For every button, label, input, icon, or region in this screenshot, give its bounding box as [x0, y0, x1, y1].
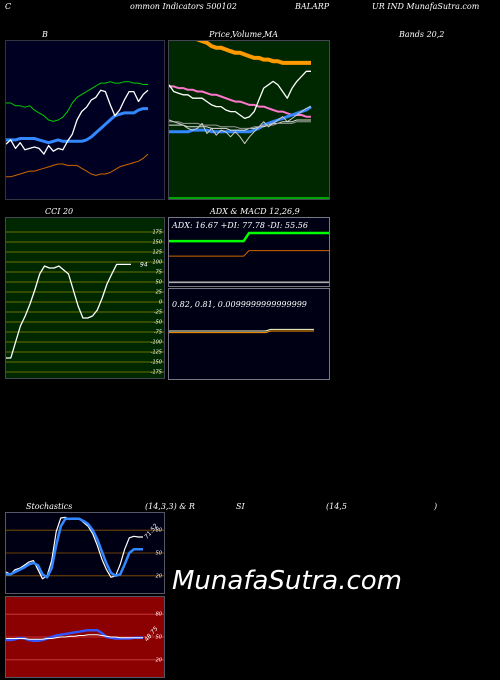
stoch-title-5: ): [434, 502, 438, 511]
cci-tick-label: -25: [154, 310, 162, 316]
adx-title: ADX & MACD 12,26,9: [210, 207, 300, 216]
price-ma-line-volume-top: [195, 41, 311, 65]
cci-tick-label: -175: [151, 370, 162, 376]
stoch-title-4: (14,5: [326, 502, 347, 511]
cci-tick-label: 50: [156, 280, 162, 286]
cci-tick-label: -100: [151, 340, 162, 346]
cci-line-cci: [6, 263, 131, 359]
bollinger-line-price: [6, 89, 149, 155]
stochastics-tick-label: 20: [156, 573, 162, 579]
macd-series-macd: [169, 328, 315, 332]
header-part1: C: [5, 2, 12, 11]
price-title: Price,: [209, 30, 233, 39]
cci-tick-label: 150: [152, 240, 162, 246]
bollinger-series-upper-band: [6, 81, 149, 122]
stochastics-line-d: [6, 517, 143, 579]
macd-series-signal: [169, 330, 315, 334]
header-part2: ommon Indicators 500102: [130, 2, 237, 11]
cci-title: CCI 20: [45, 207, 74, 216]
price-ma-line-close: [169, 106, 312, 145]
price-ma-series-volume-top: [195, 41, 312, 65]
header-part3: BALARP: [295, 2, 330, 11]
price-ma-line-ma-long: [169, 85, 311, 118]
stoch-title-2: (14,3,3) & R: [145, 502, 195, 511]
bollinger-line-middle-band: [6, 107, 148, 145]
bollinger-title: B: [42, 30, 48, 39]
macd-chart: 0.82, 0.81, 0.0099999999999999: [168, 288, 330, 380]
cci-tick-label: -125: [151, 350, 162, 356]
cci-series-cci: [6, 263, 132, 359]
adx-readout: ADX: 16.67 +DI: 77.78 -DI: 55.56: [171, 221, 308, 230]
volume-title: Volume,: [232, 30, 265, 39]
cci-tick-label: -50: [154, 320, 162, 326]
adx-series-plus-di: [169, 231, 329, 243]
cci-tick-label: -150: [151, 360, 162, 366]
cci-tick-label: 25: [156, 290, 162, 296]
adx-chart: ADX: 16.67 +DI: 77.78 -DI: 55.56: [168, 217, 330, 287]
cci-tick-label: 125: [152, 250, 162, 256]
cci-tick-label: 0: [159, 300, 162, 306]
bollinger-line-lower-band: [6, 153, 149, 178]
stoch-title-1: Stochastics: [26, 502, 73, 511]
price-ma-series-ma-long2: [169, 121, 312, 129]
price-ma-line-price: [169, 70, 311, 120]
macd-readout: 0.82, 0.81, 0.0099999999999999: [172, 300, 307, 309]
price-ma-chart: [168, 40, 330, 200]
adx-line-plus-di: [169, 231, 329, 243]
price-ma-series-ma-long: [169, 85, 312, 118]
bollinger-line-upper-band: [6, 81, 148, 122]
cci-tick-label: 75: [156, 270, 162, 276]
price-ma-series-close: [169, 106, 312, 145]
stochastics-tick-label: 80: [156, 528, 162, 534]
rsi-tick-label: 50: [156, 635, 162, 641]
rsi-tick-label: 20: [156, 657, 162, 663]
ma-title: MA: [264, 30, 278, 39]
bollinger-series-lower-band: [6, 153, 149, 178]
cci-chart: 175 150 125 100 75 50 25 0 -25 -50 -75 -100 -125 -150…: [5, 217, 165, 379]
price-ma-line-ma-long2: [169, 121, 311, 129]
adx-line-minus-di: [169, 250, 329, 257]
bands-title: Bands 20,2: [399, 30, 445, 39]
watermark: MunafaSutra.com: [172, 566, 403, 596]
cci-tick-label: 175: [152, 230, 162, 236]
header-part4: UR IND MunafaSutra.com: [372, 2, 480, 11]
bollinger-series-middle-band: [6, 107, 149, 145]
rsi-tick-label: 80: [156, 612, 162, 618]
cci-tick-label: -75: [154, 330, 162, 336]
bollinger-chart: [5, 40, 165, 200]
adx-series-minus-di: [169, 250, 329, 257]
bollinger-series-price: [6, 89, 149, 155]
cci-value-label: 94: [140, 261, 148, 268]
stoch-title-3: SI: [236, 502, 245, 511]
price-ma-series-price: [169, 70, 312, 120]
rsi-series-smooth: [6, 634, 144, 640]
stochastics-tick-label: 50: [156, 551, 162, 557]
stochastics-series-d: [6, 517, 144, 579]
cci-tick-label: 100: [152, 260, 162, 266]
